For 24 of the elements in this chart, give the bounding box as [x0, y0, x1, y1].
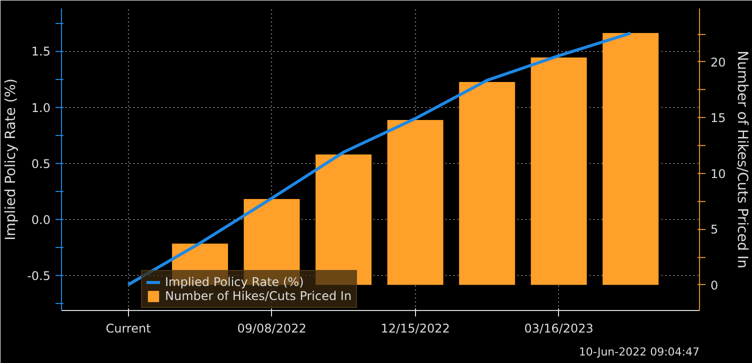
- y2-tick-label: 10: [710, 166, 726, 181]
- y-tick-label: 1.5: [31, 44, 51, 59]
- y-tick-label: 1.0: [31, 100, 51, 115]
- bar: [602, 33, 659, 285]
- x-tick-label: Current: [106, 322, 152, 336]
- legend-label: Implied Policy Rate (%): [165, 275, 304, 289]
- bar: [387, 120, 444, 285]
- y2-axis-title: Number of Hikes/Cuts Priced In: [734, 50, 750, 268]
- text: 10-Jun-2022 09:04:47: [578, 346, 700, 358]
- bar: [459, 82, 516, 285]
- y-tick-label: 0.5: [31, 156, 51, 171]
- y-axis-title: Implied Policy Rate (%): [3, 78, 20, 240]
- x-tick-label: 03/16/2023: [524, 322, 594, 336]
- x-tick-label: 12/15/2022: [380, 322, 450, 336]
- bar: [530, 58, 587, 285]
- y2-tick-label: 20: [710, 55, 726, 70]
- y-tick-label: 0.0: [31, 213, 51, 228]
- line-series: [126, 32, 632, 286]
- y-tick-label: -0.5: [27, 269, 51, 284]
- x-tick-label: 09/08/2022: [237, 322, 306, 336]
- legend-label: Number of Hikes/Cuts Priced In: [165, 289, 352, 303]
- y2-tick-label: 0: [710, 278, 718, 292]
- y2-tick-label: 15: [710, 111, 726, 126]
- y2-tick-label: 5: [710, 222, 718, 237]
